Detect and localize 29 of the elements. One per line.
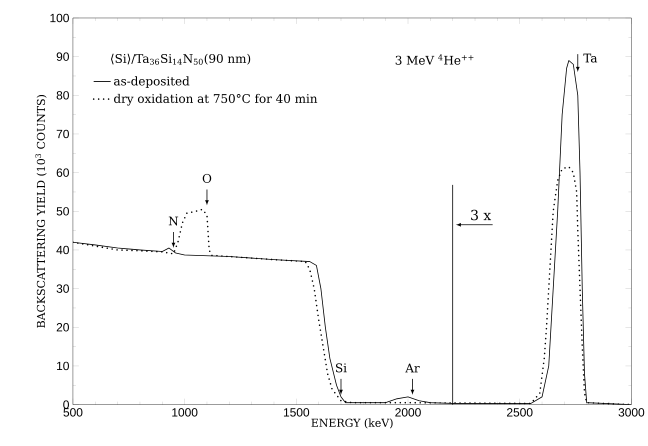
x-tick-label: 1500 <box>284 408 310 417</box>
x-tick-label: 3000 <box>618 408 644 417</box>
y-tick-label: 20 <box>56 323 69 332</box>
y-tick-label: 100 <box>50 14 69 22</box>
annotation: Ar <box>405 364 420 373</box>
y-tick-label: 10 <box>57 362 69 370</box>
legend-label: dry oxidation at 750°C for 40 min <box>114 94 318 106</box>
annotation: 3 MeV $^{4}$He$^{++}$ <box>396 54 474 65</box>
annotation: N <box>168 216 178 226</box>
annotation: Ta <box>583 54 598 63</box>
y-axis-title: BACKSCATTERING YIELD (10$^{3}$ COUNTS) <box>35 95 47 328</box>
y-tick-label: 50 <box>56 207 69 216</box>
x-tick-label: 500 <box>63 408 82 417</box>
x-tick-label: 2000 <box>395 408 421 417</box>
x-tick-label: 1000 <box>172 408 198 417</box>
legend-label: as-deposited <box>114 76 190 88</box>
x-tick-label: 2500 <box>507 408 533 417</box>
y-tick-label: 70 <box>56 130 69 138</box>
annotation: Si <box>336 364 347 373</box>
y-tick-label: 60 <box>56 168 69 178</box>
annotation: O <box>202 174 212 184</box>
y-tick-label: 0 <box>63 400 69 410</box>
y-tick-label: 30 <box>56 284 69 294</box>
y-tick-label: 40 <box>56 246 69 254</box>
y-tick-label: 90 <box>56 52 69 62</box>
ref-line-label: 3 x <box>471 210 492 220</box>
annotation: ⟨Si⟩/Ta$_{36}$Si$_{14}$N$_{50}$(90 nm) <box>111 54 250 65</box>
x-axis-title: ENERGY (keV) <box>311 418 393 429</box>
y-tick-label: 80 <box>56 91 69 100</box>
